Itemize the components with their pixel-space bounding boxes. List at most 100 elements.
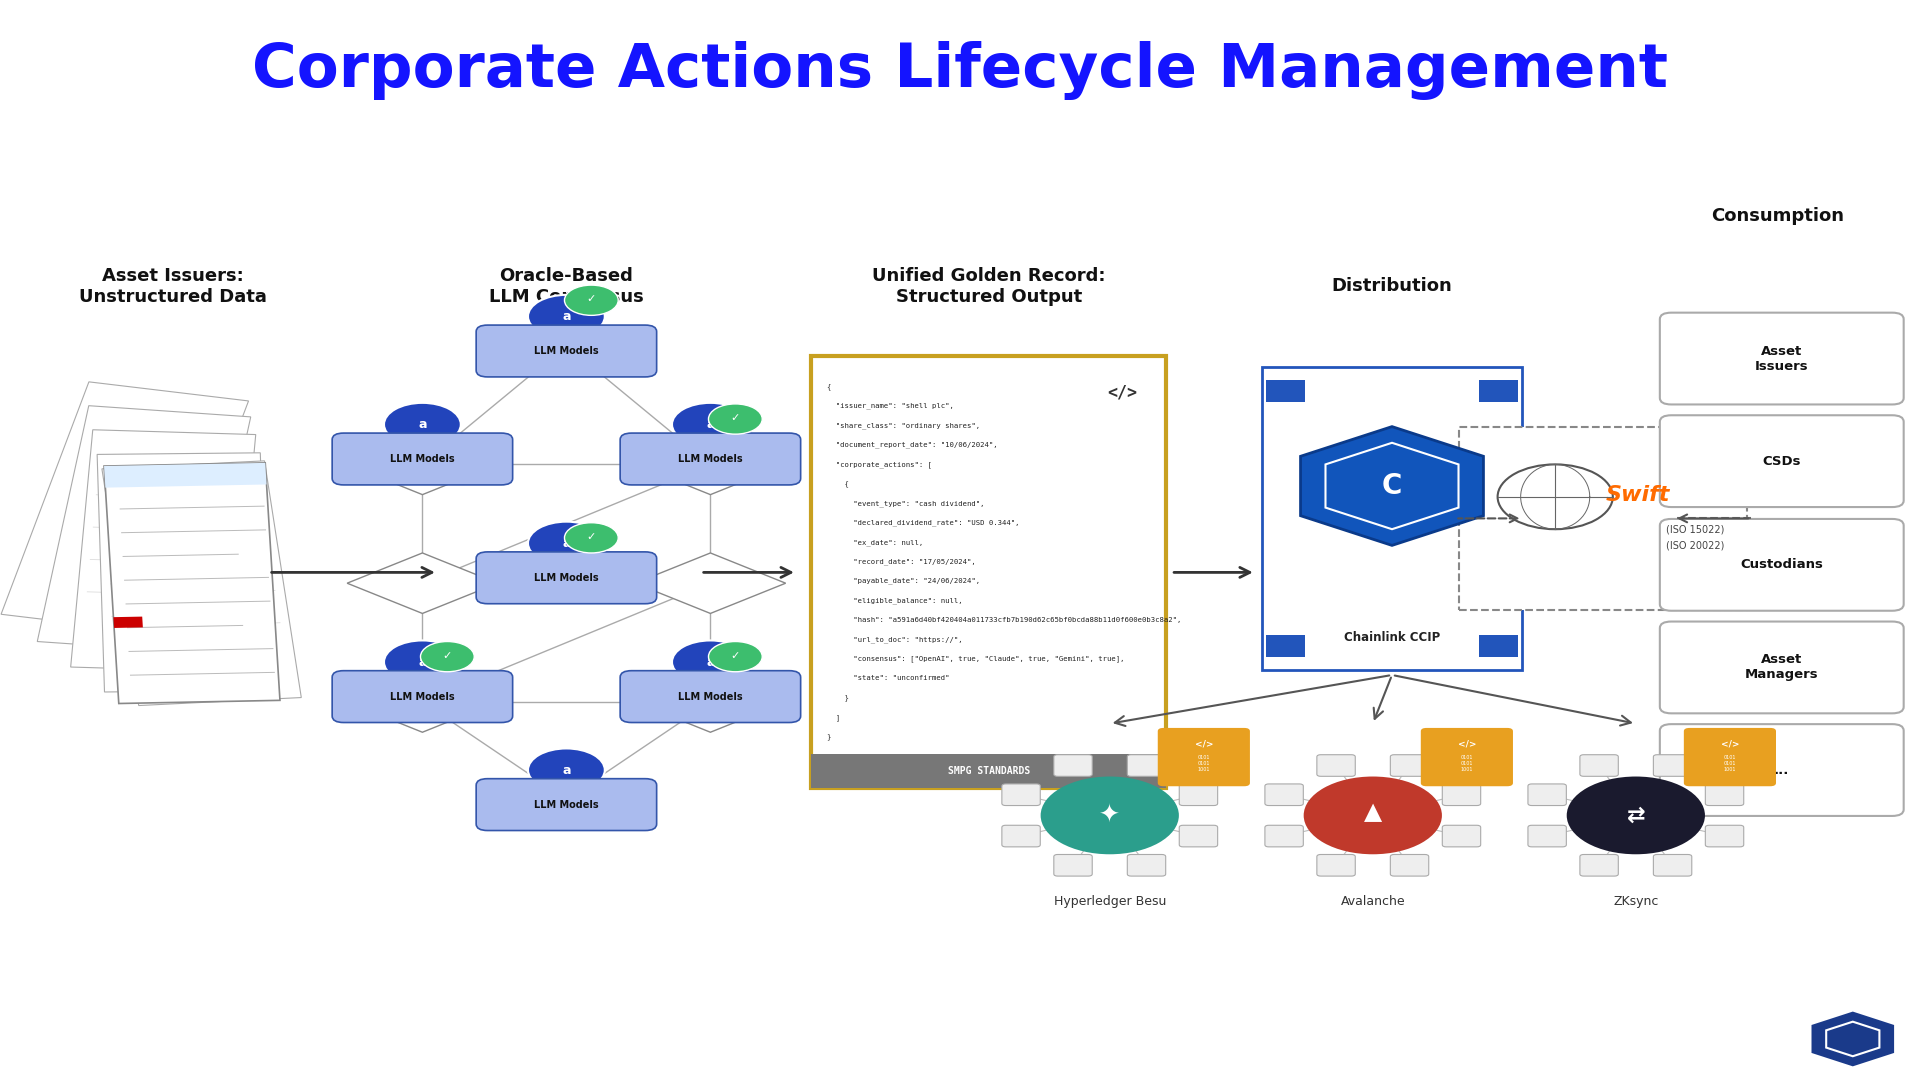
Text: Hyperledger Besu: Hyperledger Besu — [1054, 895, 1165, 908]
FancyBboxPatch shape — [1317, 854, 1356, 876]
Text: LLM Models: LLM Models — [678, 454, 743, 464]
FancyBboxPatch shape — [1054, 755, 1092, 777]
Text: a: a — [419, 418, 426, 431]
Text: </>: </> — [1194, 740, 1213, 748]
Text: </>: </> — [1720, 740, 1740, 748]
Polygon shape — [492, 769, 641, 829]
FancyBboxPatch shape — [1442, 784, 1480, 806]
Circle shape — [384, 403, 461, 446]
FancyBboxPatch shape — [1528, 784, 1567, 806]
Polygon shape — [636, 553, 785, 613]
Polygon shape — [348, 553, 497, 613]
Text: "ex_date": null,: "ex_date": null, — [826, 539, 924, 545]
Text: 0101
0101
1001: 0101 0101 1001 — [1461, 755, 1473, 772]
Circle shape — [1498, 464, 1613, 529]
Text: ]: ] — [826, 714, 839, 720]
Polygon shape — [348, 434, 497, 495]
FancyBboxPatch shape — [620, 433, 801, 485]
Circle shape — [564, 523, 618, 553]
Text: "record_date": "17/05/2024",: "record_date": "17/05/2024", — [826, 558, 975, 565]
Text: "payable_date": "24/06/2024",: "payable_date": "24/06/2024", — [826, 578, 979, 584]
Text: ...: ... — [1774, 764, 1789, 777]
FancyBboxPatch shape — [1158, 728, 1250, 786]
FancyBboxPatch shape — [1442, 825, 1480, 847]
FancyBboxPatch shape — [1705, 825, 1743, 847]
Text: LLM Models: LLM Models — [390, 691, 455, 702]
Circle shape — [672, 403, 749, 446]
Text: Custodians: Custodians — [1740, 558, 1824, 571]
FancyBboxPatch shape — [1002, 784, 1041, 806]
Text: Asset Issuers:
Unstructured Data: Asset Issuers: Unstructured Data — [79, 267, 267, 306]
Text: Asset
Issuers: Asset Issuers — [1755, 345, 1809, 373]
FancyBboxPatch shape — [476, 552, 657, 604]
FancyBboxPatch shape — [113, 617, 142, 627]
Text: a: a — [707, 418, 714, 431]
FancyBboxPatch shape — [332, 433, 513, 485]
Text: "url_to_doc": "https://",: "url_to_doc": "https://", — [826, 636, 962, 643]
Text: LLM Models: LLM Models — [534, 572, 599, 583]
FancyBboxPatch shape — [1267, 635, 1304, 657]
FancyBboxPatch shape — [1390, 755, 1428, 777]
FancyBboxPatch shape — [810, 754, 1165, 788]
Text: "issuer_name": "shell plc",: "issuer_name": "shell plc", — [826, 403, 954, 409]
FancyBboxPatch shape — [2, 382, 248, 633]
FancyBboxPatch shape — [1580, 854, 1619, 876]
FancyBboxPatch shape — [1263, 367, 1521, 670]
Text: LLM Models: LLM Models — [390, 454, 455, 464]
FancyBboxPatch shape — [1267, 380, 1304, 402]
Text: Distribution: Distribution — [1332, 278, 1452, 295]
Polygon shape — [348, 672, 497, 732]
FancyBboxPatch shape — [1684, 728, 1776, 786]
FancyBboxPatch shape — [1705, 784, 1743, 806]
Circle shape — [708, 642, 762, 672]
Text: "state": "unconfirmed": "state": "unconfirmed" — [826, 675, 948, 681]
Text: Consumption: Consumption — [1711, 207, 1845, 225]
Text: ✓: ✓ — [732, 413, 739, 423]
Text: }: } — [826, 694, 849, 701]
Circle shape — [672, 640, 749, 684]
Text: a: a — [563, 310, 570, 323]
FancyBboxPatch shape — [102, 461, 301, 705]
FancyBboxPatch shape — [98, 453, 267, 692]
Text: }: } — [826, 733, 831, 740]
FancyBboxPatch shape — [1265, 825, 1304, 847]
FancyBboxPatch shape — [104, 463, 280, 703]
Circle shape — [708, 404, 762, 434]
FancyBboxPatch shape — [1317, 755, 1356, 777]
Circle shape — [1567, 777, 1705, 854]
FancyBboxPatch shape — [1659, 724, 1905, 816]
Text: Oracle-Based
LLM Consensus: Oracle-Based LLM Consensus — [490, 267, 643, 306]
Text: a: a — [563, 537, 570, 550]
FancyBboxPatch shape — [1659, 622, 1905, 713]
FancyBboxPatch shape — [36, 406, 252, 652]
Text: CSDs: CSDs — [1763, 455, 1801, 468]
Circle shape — [564, 285, 618, 315]
Text: (ISO 15022): (ISO 15022) — [1667, 524, 1724, 535]
FancyBboxPatch shape — [1265, 784, 1304, 806]
FancyBboxPatch shape — [620, 671, 801, 723]
Text: Chainlink CCIP: Chainlink CCIP — [1344, 631, 1440, 644]
FancyBboxPatch shape — [1127, 854, 1165, 876]
Text: "event_type": "cash dividend",: "event_type": "cash dividend", — [826, 500, 985, 507]
FancyBboxPatch shape — [1054, 854, 1092, 876]
Circle shape — [528, 522, 605, 565]
FancyBboxPatch shape — [810, 356, 1165, 788]
FancyBboxPatch shape — [332, 671, 513, 723]
FancyBboxPatch shape — [1528, 825, 1567, 847]
Text: ✓: ✓ — [588, 531, 595, 542]
FancyBboxPatch shape — [1580, 755, 1619, 777]
Text: "declared_dividend_rate": "USD 0.344",: "declared_dividend_rate": "USD 0.344", — [826, 519, 1020, 526]
Circle shape — [1304, 777, 1442, 854]
FancyBboxPatch shape — [1390, 854, 1428, 876]
Circle shape — [1041, 777, 1179, 854]
Text: "corporate_actions": [: "corporate_actions": [ — [826, 461, 931, 468]
Text: SMPG STANDARDS: SMPG STANDARDS — [948, 766, 1029, 777]
FancyBboxPatch shape — [1127, 755, 1165, 777]
FancyBboxPatch shape — [476, 325, 657, 377]
Text: (ISO 20022): (ISO 20022) — [1667, 540, 1724, 551]
Text: "eligible_balance": null,: "eligible_balance": null, — [826, 597, 962, 604]
Circle shape — [420, 642, 474, 672]
FancyBboxPatch shape — [1459, 427, 1747, 610]
Circle shape — [384, 640, 461, 684]
FancyBboxPatch shape — [1421, 728, 1513, 786]
